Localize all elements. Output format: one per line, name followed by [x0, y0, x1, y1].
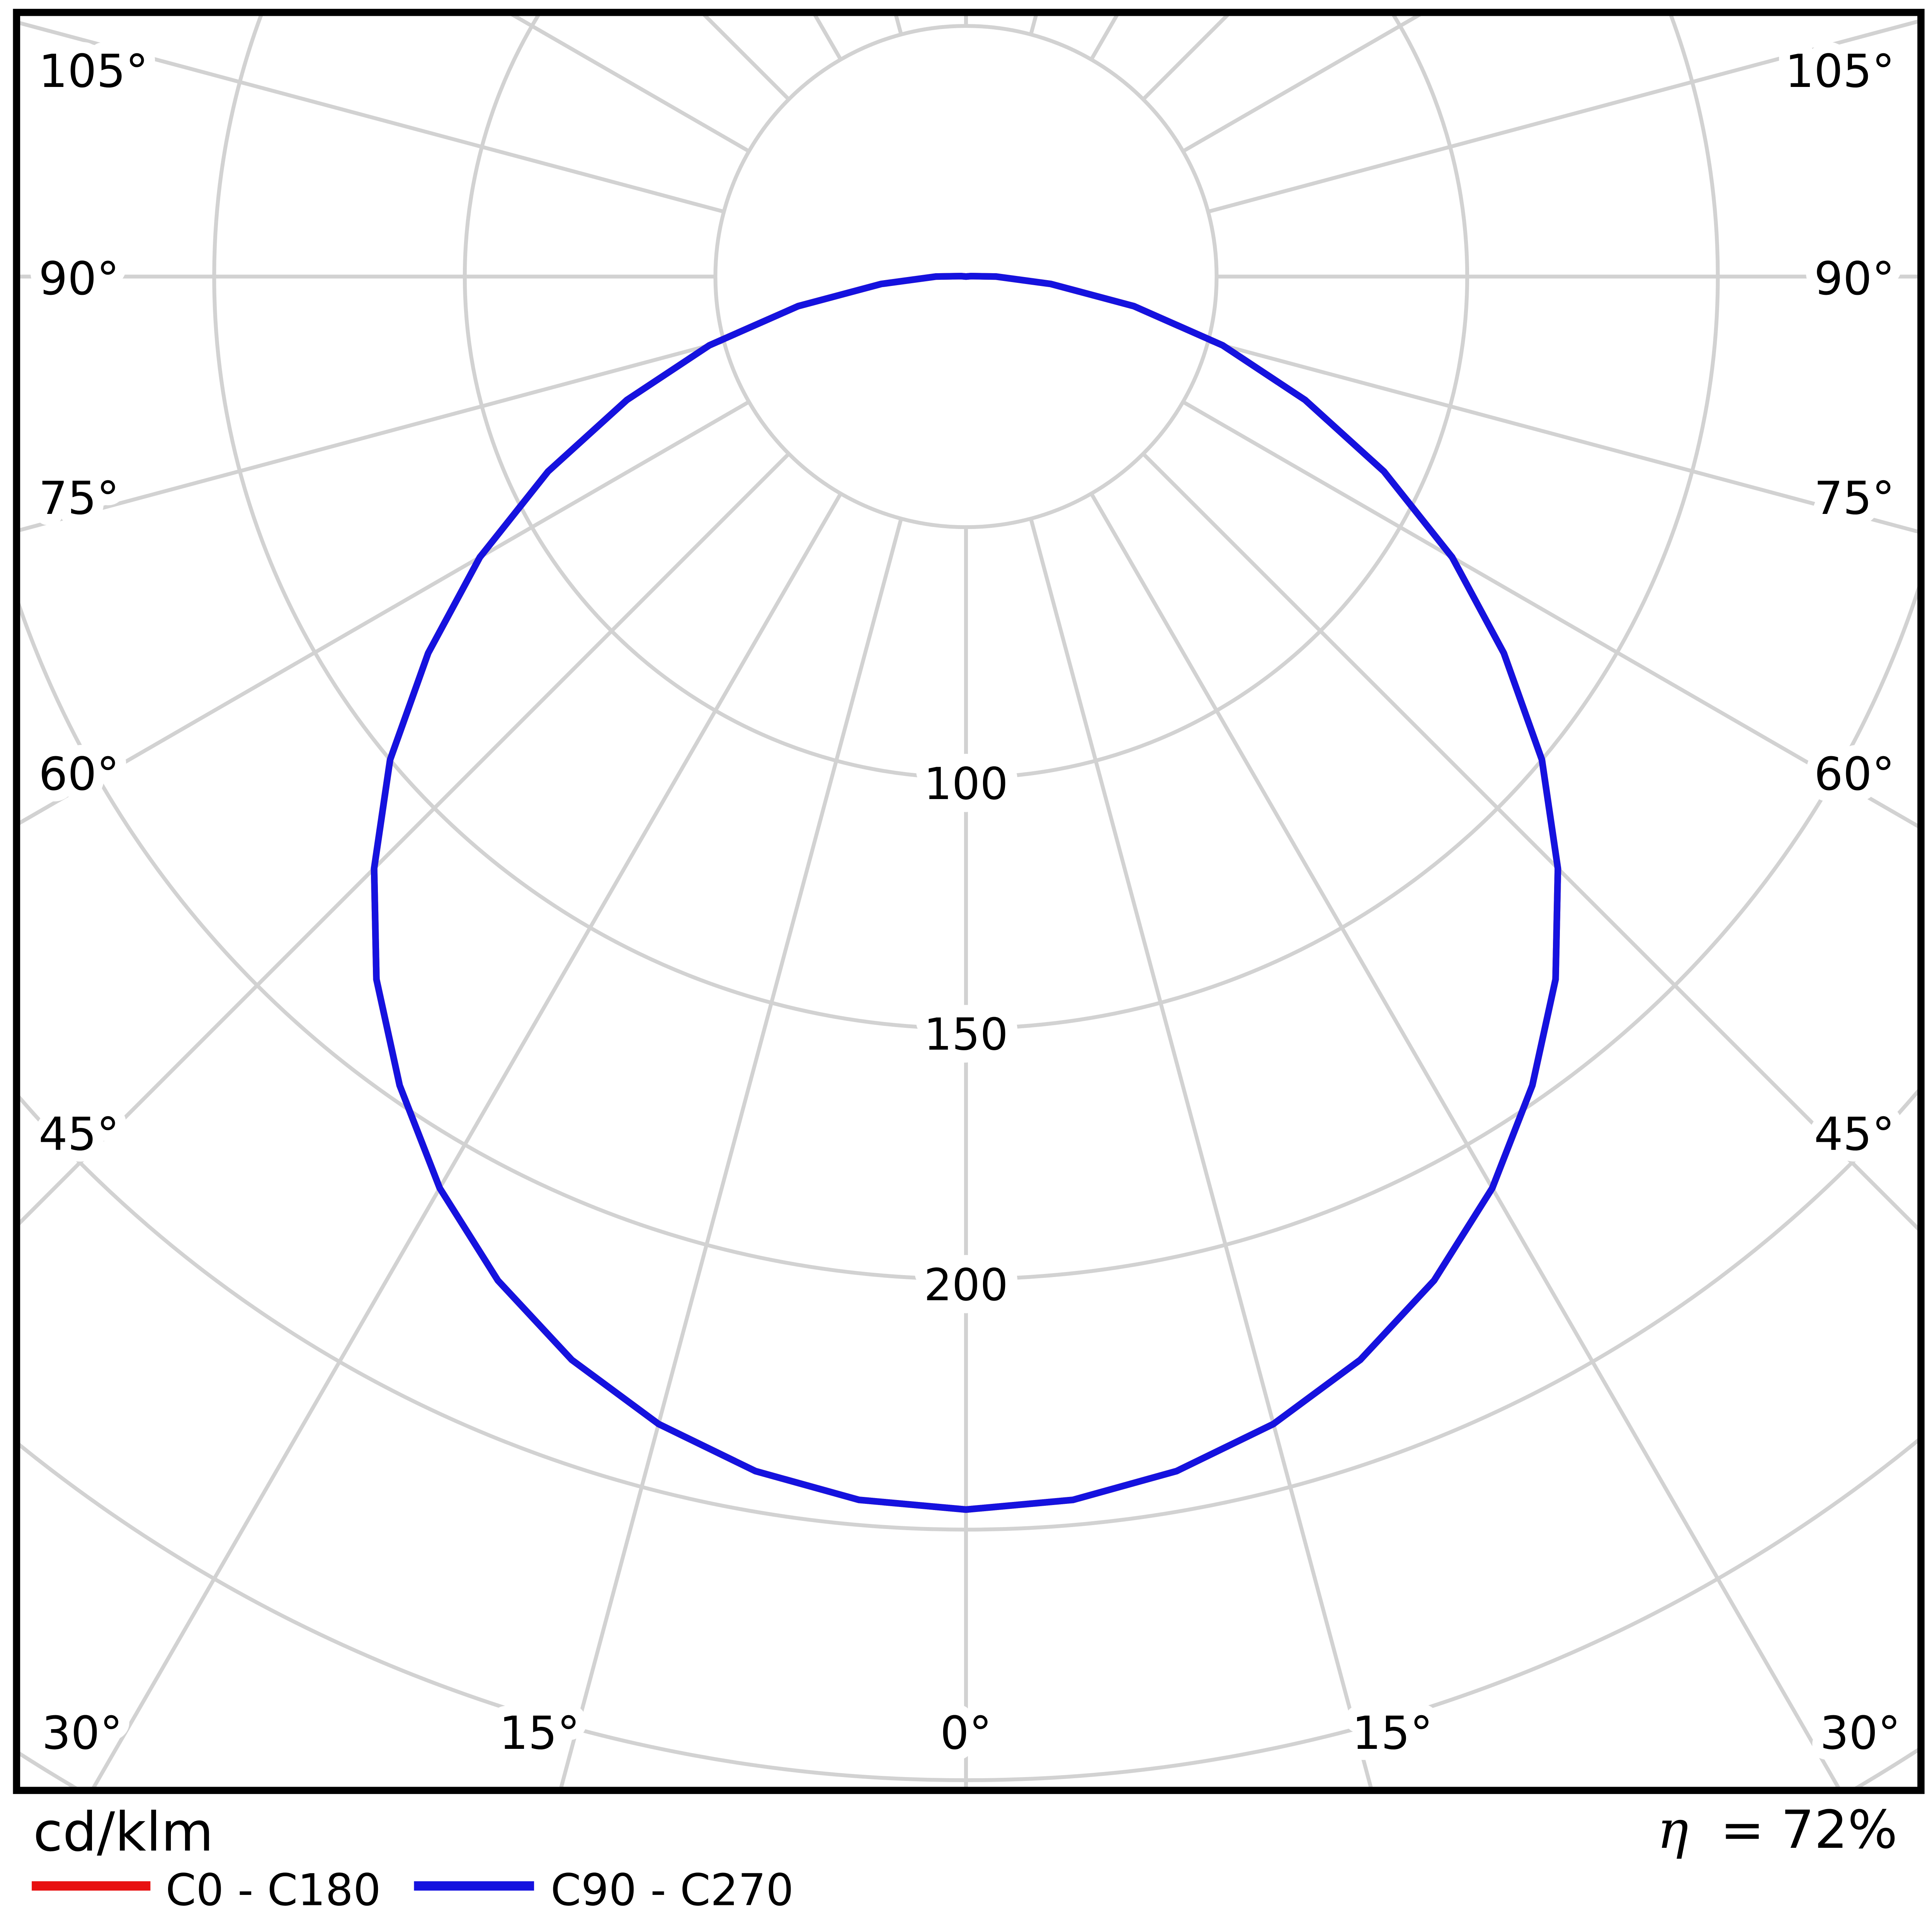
plot-border — [13, 9, 1925, 1794]
angle-label-left-45°: 45° — [39, 1108, 119, 1161]
efficiency-label: η = 72% — [1657, 1799, 1898, 1861]
grid-ray-285 — [20, 339, 724, 532]
radius-label-150: 150 — [924, 1009, 1008, 1060]
angle-label-right-60°: 60° — [1814, 748, 1895, 801]
grid-ray-315 — [20, 452, 790, 1225]
grid-ray-300 — [20, 400, 750, 825]
units-label: cd/klm — [33, 1801, 214, 1863]
grid-ray-60 — [1182, 400, 1918, 828]
angle-label-right-75°: 75° — [1814, 472, 1895, 525]
intensity-curve-c90-c270 — [371, 272, 1561, 1513]
radius-label-100: 100 — [924, 758, 1008, 810]
angle-label-bottom-15°: 15° — [499, 1707, 580, 1760]
grid-ray-345 — [559, 518, 903, 1787]
angle-label-left-105°: 105° — [39, 45, 148, 98]
eta-value: = 72% — [1720, 1799, 1897, 1861]
angle-label-left-60°: 60° — [39, 748, 119, 801]
grid-ray-105 — [1208, 19, 1918, 214]
angle-label-left-90°: 90° — [39, 252, 119, 305]
grid-ray-75 — [1208, 339, 1918, 534]
angle-label-bottom-0°: 0° — [940, 1707, 992, 1760]
angle-label-bottom-15°: 15° — [1352, 1707, 1433, 1760]
eta-symbol: η — [1657, 1799, 1689, 1861]
angle-label-bottom-30°: 30° — [42, 1707, 122, 1760]
intensity-curves — [371, 272, 1561, 1513]
angle-label-right-105°: 105° — [1785, 45, 1895, 98]
grid-ray-330 — [92, 492, 843, 1787]
angle-label-left-75°: 75° — [39, 472, 119, 525]
grid-ray-255 — [20, 21, 724, 214]
radius-label-200: 200 — [924, 1259, 1008, 1311]
grid-ray-165 — [1029, 16, 1038, 35]
legend-label-c90-c270: C90 - C270 — [551, 1865, 794, 1916]
angle-label-right-90°: 90° — [1814, 252, 1895, 305]
legend-label-c0-c180: C0 - C180 — [166, 1865, 381, 1916]
angle-label-right-45°: 45° — [1814, 1108, 1895, 1161]
grid-ray-15 — [1029, 518, 1373, 1787]
grid-ray-30 — [1089, 492, 1840, 1787]
grid-labels: 105° 90° 75° 60° 45° 105° 90° 75° 60° 45° 30° 15° 0°… — [27, 34, 1912, 1771]
grid-ray-195 — [894, 16, 903, 35]
legend: C0 - C180 C90 - C270 — [32, 1865, 794, 1916]
grid-ray-45 — [1142, 452, 1918, 1231]
angle-label-bottom-30°: 30° — [1820, 1707, 1901, 1760]
